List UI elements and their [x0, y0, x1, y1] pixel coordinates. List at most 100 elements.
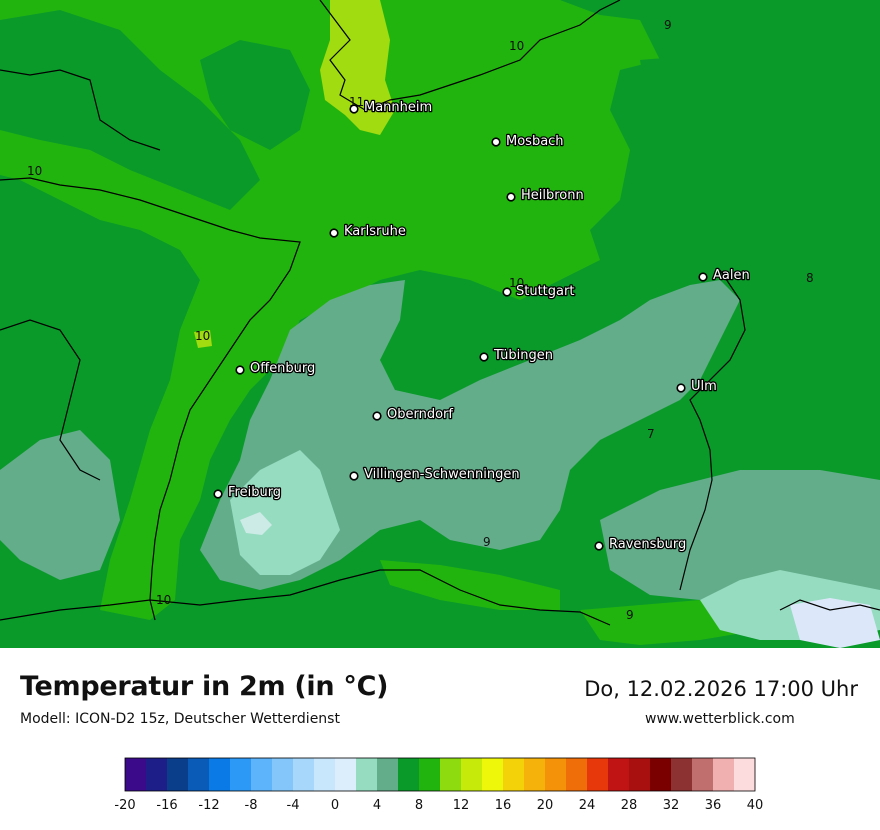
legend-tick-label: 24 [579, 798, 596, 813]
legend-swatch [146, 758, 168, 791]
legend-swatch [251, 758, 273, 791]
legend-swatch [629, 758, 651, 791]
legend-swatch [692, 758, 714, 791]
isotherm-label: 10 [509, 276, 524, 290]
temp-field-7-8 [0, 430, 120, 580]
rhine-border [0, 177, 301, 621]
color-legend: -20 -16 -12 -8 -4 0 4 8 12 16 20 24 28 32 36 40 [115, 757, 763, 813]
city-dot-offenburg[interactable] [235, 365, 245, 375]
legend-swatch [650, 758, 672, 791]
legend-swatch [230, 758, 252, 791]
legend-tick-label: -8 [245, 798, 258, 813]
legend-tick-label: 20 [537, 798, 554, 813]
legend-tick-label: 40 [747, 798, 764, 813]
city-dot-mannheim[interactable] [349, 104, 359, 114]
city-label-stuttgart: Stuttgart [516, 284, 574, 299]
city-dot-oberndorf[interactable] [372, 411, 382, 421]
city-label-villingen-schwenningen: Villingen-Schwenningen [364, 467, 520, 482]
legend-swatch [440, 758, 462, 791]
temp-field-8-10 [200, 40, 310, 150]
legend-ticks: -20 -16 -12 -8 -4 0 4 8 12 16 20 24 28 32 36 40 [115, 798, 763, 813]
legend-tick-label: -12 [198, 798, 219, 813]
city-label-freiburg: Freiburg [228, 485, 281, 500]
legend-swatch [314, 758, 336, 791]
city-dot-ravensburg[interactable] [594, 541, 604, 551]
isotherm-label: 9 [626, 608, 634, 622]
temp-field-12-14 [194, 330, 212, 348]
legend-swatch [671, 758, 693, 791]
temp-field-4-6 [230, 450, 340, 575]
model-source: Modell: ICON-D2 15z, Deutscher Wetterdie… [20, 711, 340, 727]
isotherm-label: 10 [156, 593, 171, 607]
city-dot-ulm[interactable] [676, 383, 686, 393]
map-title: Temperatur in 2m (in °C) [20, 671, 389, 702]
city-label-karlsruhe: Karlsruhe [344, 224, 406, 239]
legend-swatch [356, 758, 378, 791]
temp-field-8-10 [620, 40, 880, 500]
legend-swatch [587, 758, 609, 791]
city-label-mosbach: Mosbach [506, 134, 564, 149]
legend-swatch [503, 758, 525, 791]
legend-swatch [167, 758, 189, 791]
legend-tick-label: -20 [115, 798, 136, 813]
website-link[interactable]: www.wetterblick.com [645, 711, 795, 727]
city-label-heilbronn: Heilbronn [521, 188, 584, 203]
legend-tick-label: -16 [156, 798, 177, 813]
legend-swatches [124, 757, 756, 792]
city-label-oberndorf: Oberndorf [387, 407, 453, 422]
legend-swatch [398, 758, 420, 791]
legend-tick-label: 28 [621, 798, 638, 813]
legend-swatch [713, 758, 735, 791]
austria-border [779, 599, 880, 611]
legend-tick-label: 8 [415, 798, 423, 813]
legend-swatch [419, 758, 441, 791]
city-label-ravensburg: Ravensburg [609, 537, 686, 552]
legend-swatch [545, 758, 567, 791]
state-border-north [319, 0, 621, 111]
legend-swatch [125, 758, 147, 791]
city-dot-villingen-schwenningen[interactable] [349, 471, 359, 481]
legend-tick-label: 4 [373, 798, 381, 813]
legend-frame [124, 757, 756, 792]
isotherm-label: 9 [483, 535, 491, 549]
temp-field-7-8 [600, 470, 880, 610]
legend-swatch [188, 758, 210, 791]
legend-swatch [608, 758, 630, 791]
city-dot-karlsruhe[interactable] [329, 228, 339, 238]
isotherm-label: 10 [27, 164, 42, 178]
city-label-offenburg: Offenburg [250, 361, 315, 376]
temperature-map: 9 10 10 11 10 8 10 7 9 10 9 Mannheim Mos… [0, 0, 880, 648]
city-dot-aalen[interactable] [698, 272, 708, 282]
isotherm-label: 10 [509, 39, 524, 53]
state-border-east [679, 269, 746, 591]
legend-swatch [734, 758, 756, 791]
legend-swatch [335, 758, 357, 791]
legend-swatch [566, 758, 588, 791]
isotherm-label: 8 [806, 271, 814, 285]
city-dot-stuttgart[interactable] [502, 287, 512, 297]
legend-tick-label: 36 [705, 798, 722, 813]
country-border-sw [0, 319, 101, 481]
isotherm-labels: 9 10 10 11 10 8 10 7 9 10 9 [27, 18, 814, 622]
borders [0, 0, 880, 626]
legend-swatch [482, 758, 504, 791]
legend-tick-label: 12 [453, 798, 470, 813]
city-markers: Mannheim Mosbach Heilbronn Karlsruhe Stu… [213, 99, 751, 553]
legend-tick-label: -4 [287, 798, 300, 813]
legend-tick-label: 0 [331, 798, 339, 813]
city-dot-mosbach[interactable] [491, 137, 501, 147]
city-label-mannheim: Mannheim [364, 100, 432, 115]
swiss-border [0, 569, 611, 626]
city-label-ulm: Ulm [691, 379, 717, 394]
legend-swatch [377, 758, 399, 791]
city-label-aalen: Aalen [713, 268, 750, 283]
isotherm-label: 10 [195, 329, 210, 343]
city-dot-tuebingen[interactable] [479, 352, 489, 362]
forecast-datetime: Do, 12.02.2026 17:00 Uhr [584, 677, 858, 701]
city-label-tuebingen: Tübingen [493, 348, 553, 363]
country-border-west [0, 69, 161, 151]
city-dot-freiburg[interactable] [213, 489, 223, 499]
isotherm-label: 9 [664, 18, 672, 32]
city-dot-heilbronn[interactable] [506, 192, 516, 202]
legend-tick-label: 16 [495, 798, 512, 813]
